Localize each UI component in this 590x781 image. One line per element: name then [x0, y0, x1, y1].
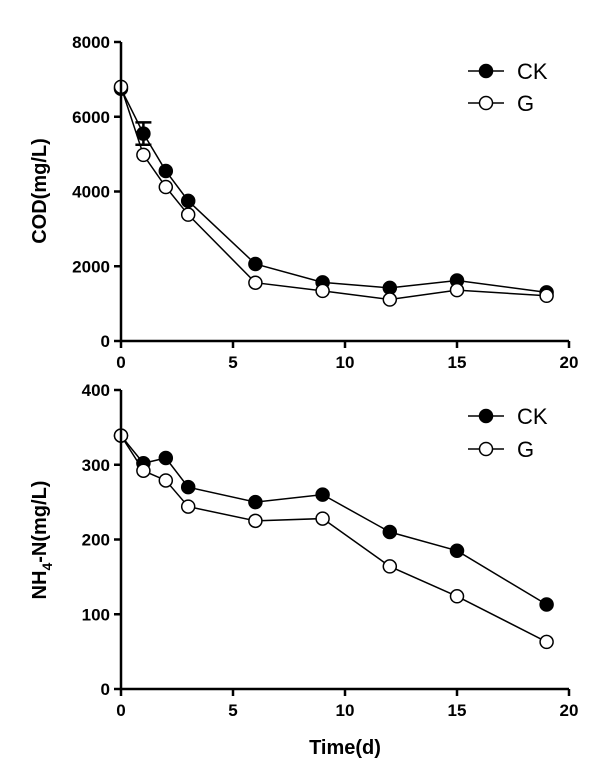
cod-point-ck-4	[248, 256, 263, 272]
nh4-point-ck-7	[449, 543, 465, 558]
cod-y-tick-label-0: 0	[101, 332, 110, 351]
cod-legend-marker-g	[478, 95, 494, 111]
nh4-point-g-7	[449, 589, 465, 604]
nh4-point-g-6	[382, 559, 398, 574]
cod-legend-item-ck: CK	[468, 59, 548, 84]
cod-point-ck-1	[136, 126, 151, 141]
nh4-legend-label-g: G	[517, 437, 534, 462]
nh4-point-ck-6	[382, 524, 398, 540]
nh4-x-tick-label-1: 5	[228, 701, 237, 720]
nh4-x-tick-label-0: 0	[116, 701, 125, 720]
nh4-x-tick-label-3: 15	[448, 701, 467, 720]
nh4-legend-item-ck: CK	[468, 404, 548, 429]
cod-y-tick-label-1: 2000	[72, 257, 110, 276]
nh4-y-tick-label-3: 300	[82, 456, 110, 475]
cod-legend-marker-ck	[478, 63, 494, 79]
nh4-point-g-8	[539, 634, 554, 650]
cod-panel: 0 2000 4000 6000 8000 0 5 10 15 20 CK G COD(mg/L)	[29, 33, 578, 372]
cod-x-tick-label-0: 0	[116, 353, 125, 372]
nh4-y-tick-label-0: 0	[101, 680, 110, 699]
cod-point-g-8	[539, 288, 554, 304]
cod-point-ck-3	[180, 193, 196, 209]
x-axis-title: Time(d)	[309, 737, 381, 759]
cod-x-tick-label-2: 10	[336, 353, 355, 372]
nh4-y-tick-label-1: 100	[82, 605, 110, 624]
cod-y-tick-label-4: 8000	[72, 33, 110, 52]
cod-point-ck-2	[158, 163, 174, 179]
cod-point-g-2	[158, 179, 174, 195]
cod-legend-label-g: G	[517, 91, 534, 116]
nh4-point-ck-5	[315, 487, 330, 502]
cod-y-tick-label-3: 6000	[72, 108, 110, 127]
nh4-point-ck-8	[539, 597, 554, 612]
cod-point-g-3	[180, 207, 196, 222]
nh4-y-axis-title: NH4-N(mg/L)	[29, 481, 55, 600]
nh4-y-axis-title-rest: -N(mg/L)	[29, 481, 51, 563]
nh4-point-g-3	[180, 499, 196, 514]
nh4-series-line-ck	[120, 435, 547, 606]
cod-point-g-7	[449, 282, 465, 298]
cod-series-line-g	[120, 86, 547, 301]
nh4-point-ck-4	[248, 494, 263, 510]
cod-legend-label-ck: CK	[517, 59, 548, 84]
cod-point-g-1	[136, 147, 151, 163]
nh4-panel: 0 100 200 300 400 0 5 10 15 20 CK G NH4-N(mg/L) T…	[29, 381, 578, 759]
cod-series-layer	[113, 79, 554, 307]
cod-point-g-6	[382, 292, 398, 307]
nh4-point-g-5	[315, 511, 330, 526]
nh4-legend-marker-g	[478, 441, 494, 457]
nh4-axes	[119, 390, 569, 691]
nh4-point-ck-2	[158, 450, 174, 466]
nh4-legend-label-ck: CK	[517, 404, 548, 429]
nh4-x-tick-label-2: 10	[336, 701, 355, 720]
cod-x-tick-label-4: 20	[560, 353, 579, 372]
nh4-point-g-2	[158, 473, 174, 488]
cod-legend-item-g: G	[468, 91, 534, 116]
nh4-y-axis-title-subscript: 4	[39, 563, 55, 571]
cod-x-tick-label-1: 5	[228, 353, 237, 372]
nh4-legend: CK G	[468, 404, 548, 462]
nh4-point-ck-3	[180, 479, 196, 495]
cod-x-tick-label-3: 15	[448, 353, 467, 372]
nh4-y-tick-label-2: 200	[82, 531, 110, 550]
nh4-ticks: 0 100 200 300 400 0 5 10 15 20	[82, 381, 579, 720]
nh4-legend-item-g: G	[468, 437, 534, 462]
nh4-point-g-4	[248, 513, 263, 529]
cod-point-g-5	[315, 283, 330, 299]
nh4-series-layer	[113, 428, 554, 650]
cod-ticks: 0 2000 4000 6000 8000 0 5 10 15 20	[72, 33, 578, 372]
nh4-x-tick-label-4: 20	[560, 701, 579, 720]
cod-axes	[119, 42, 569, 343]
cod-y-axis-title: COD(mg/L)	[29, 138, 51, 244]
cod-point-g-4	[248, 275, 263, 290]
cod-legend: CK G	[468, 59, 548, 116]
cod-series-line-ck	[120, 88, 547, 294]
nh4-y-tick-label-4: 400	[82, 381, 110, 400]
nh4-series-line-g	[120, 435, 547, 643]
nh4-point-g-1	[136, 463, 151, 478]
cod-y-tick-label-2: 4000	[72, 183, 110, 202]
nh4-y-axis-title-main: NH	[29, 571, 51, 600]
nh4-legend-marker-ck	[478, 408, 494, 424]
